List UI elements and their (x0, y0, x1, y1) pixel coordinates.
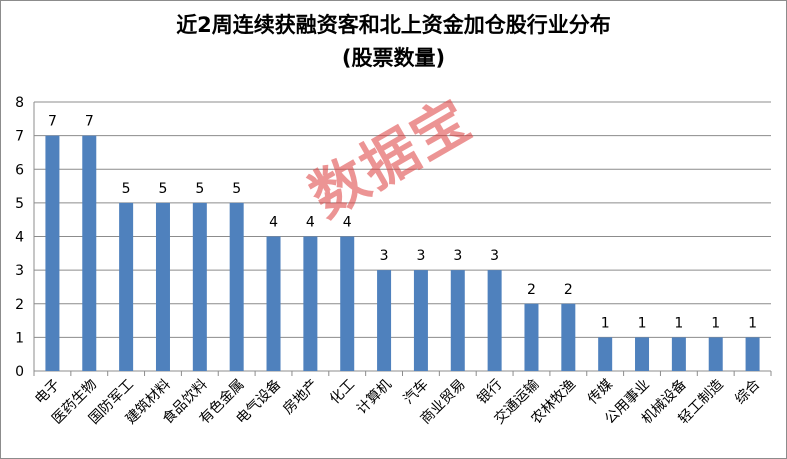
bar-电气设备 (266, 236, 281, 371)
data-label-化工: 4 (343, 215, 352, 231)
bar-公用事业 (635, 337, 650, 371)
y-tick-label-7: 7 (15, 129, 24, 145)
y-tick-label-3: 3 (15, 263, 24, 279)
category-label-传媒: 传媒 (585, 377, 616, 408)
bar-电子 (45, 135, 60, 371)
data-label-银行: 3 (490, 248, 499, 264)
y-tick-label-4: 4 (15, 230, 24, 246)
bar-农林牧渔 (561, 303, 576, 371)
data-label-汽车: 3 (416, 248, 425, 264)
chart-title-line1: 近2周连续获融资客和北上资金加仓股行业分布 (176, 13, 611, 37)
category-label-汽车: 汽车 (400, 376, 432, 408)
data-label-公用事业: 1 (638, 315, 647, 331)
y-tick-label-8: 8 (15, 95, 24, 111)
category-label-化工: 化工 (327, 377, 358, 408)
bar-房地产 (303, 236, 318, 371)
data-label-交通运输: 2 (527, 282, 536, 298)
data-label-电子: 7 (48, 114, 57, 130)
chart-subtitle: (股票数量) (341, 46, 446, 70)
category-label-房地产: 房地产 (280, 377, 321, 418)
bar-传媒 (598, 337, 613, 371)
data-label-食品饮料: 5 (195, 181, 204, 197)
data-label-农林牧渔: 2 (564, 282, 573, 298)
y-tick-label-5: 5 (15, 196, 24, 212)
y-tick-label-1: 1 (15, 330, 24, 346)
data-label-计算机: 3 (380, 248, 389, 264)
category-label-计算机: 计算机 (354, 377, 395, 418)
data-label-机械设备: 1 (674, 315, 683, 331)
data-label-医药生物: 7 (85, 114, 94, 130)
data-label-建筑材料: 5 (159, 181, 168, 197)
bar-食品饮料 (192, 202, 207, 371)
bar-国防军工 (119, 202, 134, 371)
bar-综合 (745, 337, 760, 371)
data-label-房地产: 4 (306, 215, 315, 231)
bar-交通运输 (524, 303, 539, 371)
category-label-电子: 电子 (32, 377, 63, 408)
bar-医药生物 (82, 135, 97, 371)
data-label-传媒: 1 (601, 315, 610, 331)
data-label-综合: 1 (748, 315, 757, 331)
chart-title: 近2周连续获融资客和北上资金加仓股行业分布 (股票数量) (1, 9, 786, 75)
bar-建筑材料 (155, 202, 170, 371)
bar-商业贸易 (450, 270, 465, 371)
data-label-轻工制造: 1 (711, 315, 720, 331)
bar-汽车 (413, 270, 428, 371)
data-label-商业贸易: 3 (453, 248, 462, 264)
data-label-电气设备: 4 (269, 215, 278, 231)
bar-计算机 (377, 270, 392, 371)
bar-有色金属 (229, 202, 244, 371)
bar-银行 (487, 270, 502, 371)
y-tick-label-2: 2 (15, 297, 24, 313)
bar-轻工制造 (708, 337, 723, 371)
data-label-国防军工: 5 (122, 181, 131, 197)
bar-化工 (340, 236, 355, 371)
data-label-有色金属: 5 (232, 181, 241, 197)
y-tick-label-0: 0 (15, 364, 24, 380)
category-label-综合: 综合 (732, 377, 763, 408)
bar-机械设备 (671, 337, 686, 371)
category-label-银行: 银行 (474, 377, 505, 408)
y-tick-label-6: 6 (15, 162, 24, 178)
